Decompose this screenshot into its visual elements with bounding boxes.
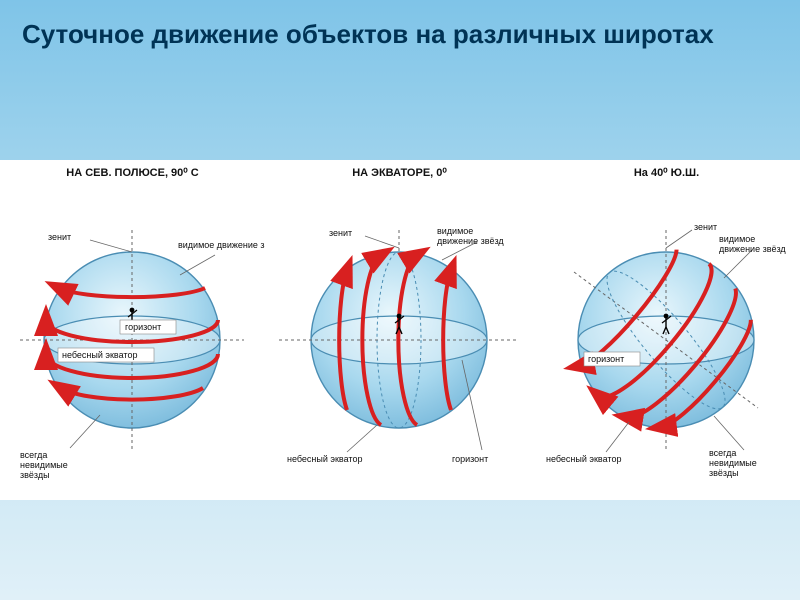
- label-motion: видимоедвижение звёзд: [437, 226, 504, 246]
- sphere-equator: зенит видимоедвижение звёзд небесный экв…: [267, 190, 532, 490]
- panel-south40: На 40⁰ Ю.Ш.: [534, 160, 799, 500]
- sphere-south40: зенит видимоедвижение звёзд горизонт неб…: [534, 190, 799, 490]
- panel-equator: НА ЭКВАТОРЕ, 0⁰: [267, 160, 532, 500]
- panel-pole-title: НА СЕВ. ПОЛЮСЕ, 90⁰ С: [0, 166, 265, 179]
- panel-pole: НА СЕВ. ПОЛЮСЕ, 90⁰ С: [0, 160, 265, 500]
- panel-equator-title: НА ЭКВАТОРЕ, 0⁰: [267, 166, 532, 179]
- page-title: Суточное движение объектов на различных …: [0, 0, 800, 61]
- label-horizon: горизонт: [125, 322, 161, 332]
- label-invisible: всегданевидимыезвёзды: [20, 450, 68, 480]
- label-zenith: зенит: [48, 232, 71, 242]
- label-zenith: зенит: [329, 228, 352, 238]
- label-horizon: горизонт: [588, 354, 624, 364]
- panel-south40-title: На 40⁰ Ю.Ш.: [534, 166, 799, 179]
- label-equator: небесный экватор: [62, 350, 137, 360]
- label-motion: видимоедвижение звёзд: [719, 234, 786, 254]
- label-zenith: зенит: [694, 222, 717, 232]
- label-equator: небесный экватор: [546, 454, 621, 464]
- label-invisible: всегданевидимыезвёзды: [709, 448, 757, 478]
- label-equator: небесный экватор: [287, 454, 362, 464]
- sphere-pole: зенит видимое движение звёзд горизонт не…: [0, 190, 265, 490]
- label-horizon: горизонт: [452, 454, 488, 464]
- label-motion: видимое движение звёзд: [178, 240, 265, 250]
- figure-area: НА СЕВ. ПОЛЮСЕ, 90⁰ С: [0, 160, 800, 500]
